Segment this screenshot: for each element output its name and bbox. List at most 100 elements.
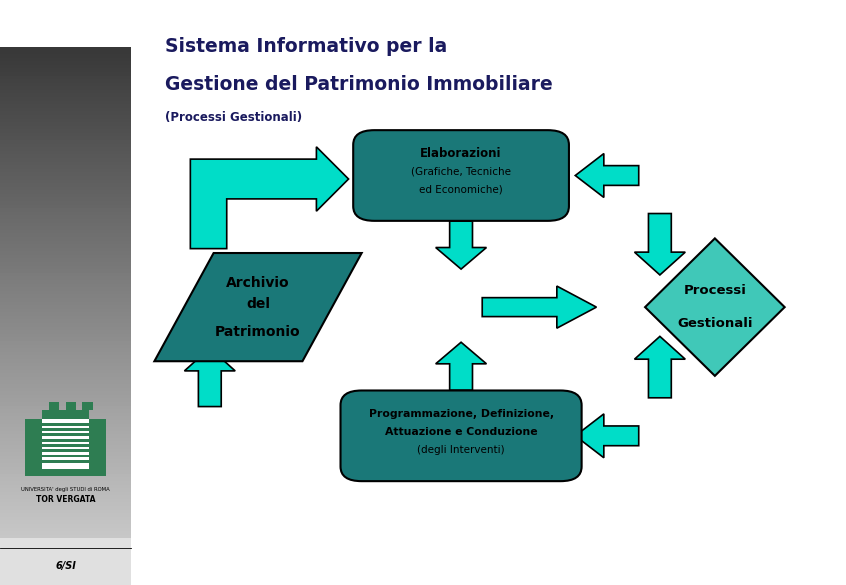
Polygon shape [634,214,685,275]
Bar [0,47,131,50]
Bar [0,434,131,438]
Bar [0,517,131,521]
Bar [0,169,131,173]
Bar [25,464,106,476]
Bar [48,402,58,410]
Bar [0,173,131,176]
Bar [0,427,131,431]
Bar [0,424,131,427]
Bar [0,273,131,277]
Bar [0,549,131,553]
Bar [82,402,93,410]
Bar [0,409,131,413]
Bar [0,503,131,506]
Bar [0,388,131,391]
Bar [0,538,131,585]
Bar [0,165,131,169]
Bar [0,277,131,280]
Bar [0,524,131,528]
Bar [0,363,131,366]
Bar [0,194,131,198]
Bar [0,513,131,517]
Text: Sistema Informativo per la: Sistema Informativo per la [165,37,448,56]
Bar [0,380,131,384]
Bar [0,398,131,402]
Bar [0,104,131,108]
Bar [0,215,131,219]
Bar [0,183,131,187]
Bar [0,255,131,259]
Bar [0,470,131,474]
Bar [0,334,131,338]
Polygon shape [482,286,596,328]
Bar [0,237,131,240]
Bar [0,312,131,316]
Bar [0,208,131,212]
Text: Gestionali: Gestionali [677,317,753,330]
Bar [0,377,131,380]
Bar [0,154,131,158]
Text: Elaborazioni: Elaborazioni [420,147,502,160]
Bar [0,190,131,194]
Text: Patrimonio: Patrimonio [215,325,301,339]
Text: 6/SI: 6/SI [55,561,76,572]
Bar [0,305,131,309]
Bar [0,219,131,223]
Bar [0,287,131,291]
Bar [0,79,131,82]
Bar [0,187,131,190]
Bar [0,212,131,215]
Text: Processi: Processi [684,284,746,297]
Bar [0,108,131,111]
Polygon shape [184,348,235,407]
Bar [0,467,131,470]
Bar [0,405,131,409]
Bar [0,384,131,388]
Polygon shape [575,154,639,198]
Bar [0,477,131,481]
Polygon shape [645,239,784,376]
Bar [0,115,131,119]
Bar [0,391,131,395]
Bar [0,151,131,154]
Bar [0,230,131,233]
Bar [0,240,131,244]
Bar [0,111,131,115]
Bar [0,94,131,97]
Bar [0,86,131,90]
Bar [0,101,131,104]
Bar [0,538,131,542]
Text: (Processi Gestionali): (Processi Gestionali) [165,111,302,123]
Bar [0,176,131,180]
Bar [0,266,131,269]
Bar [0,445,131,449]
Bar [0,331,131,334]
Bar [0,531,131,535]
Text: Attuazione e Conduzione: Attuazione e Conduzione [385,427,537,438]
Bar [0,97,131,101]
Bar [0,556,131,560]
Bar [0,301,131,305]
Bar [0,201,131,205]
Bar [0,481,131,484]
Text: UNIVERSITA' degli STUDI di ROMA: UNIVERSITA' degli STUDI di ROMA [21,487,110,492]
Bar [0,373,131,377]
Bar [0,499,131,503]
Bar [0,345,131,348]
Bar [0,68,131,72]
Bar [0,129,131,133]
Bar [0,359,131,363]
Text: ed Economiche): ed Economiche) [420,184,503,195]
Bar [42,433,90,436]
Polygon shape [436,221,486,269]
Bar [0,528,131,531]
Bar [0,269,131,273]
Bar [0,431,131,434]
Bar [0,413,131,417]
Bar [0,50,131,54]
Bar [0,570,131,574]
Bar [0,54,131,57]
Bar [0,560,131,563]
Bar [0,259,131,262]
Bar [0,294,131,298]
